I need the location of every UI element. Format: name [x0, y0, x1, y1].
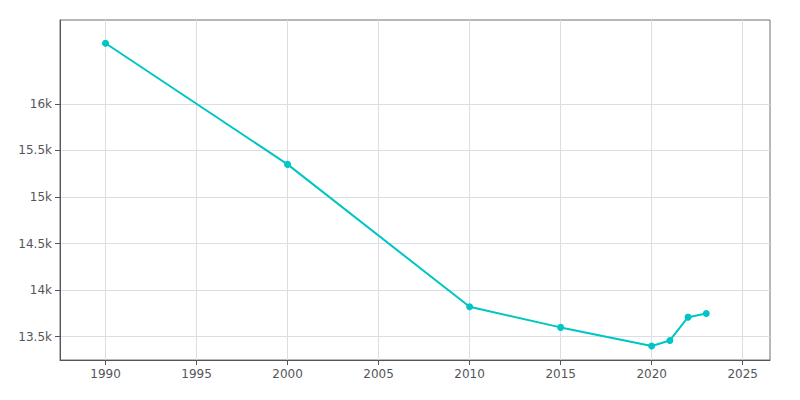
- svg-text:2025: 2025: [727, 367, 758, 381]
- svg-text:1990: 1990: [90, 367, 121, 381]
- svg-text:1995: 1995: [181, 367, 212, 381]
- svg-text:15.5k: 15.5k: [18, 143, 52, 157]
- svg-text:15k: 15k: [30, 190, 52, 204]
- svg-text:14.5k: 14.5k: [18, 237, 52, 251]
- svg-text:13.5k: 13.5k: [18, 330, 52, 344]
- svg-text:2010: 2010: [454, 367, 485, 381]
- svg-text:2005: 2005: [363, 367, 394, 381]
- svg-text:2000: 2000: [272, 367, 303, 381]
- svg-text:16k: 16k: [30, 97, 52, 111]
- svg-text:2015: 2015: [545, 367, 576, 381]
- svg-text:2020: 2020: [636, 367, 667, 381]
- svg-text:14k: 14k: [30, 283, 52, 297]
